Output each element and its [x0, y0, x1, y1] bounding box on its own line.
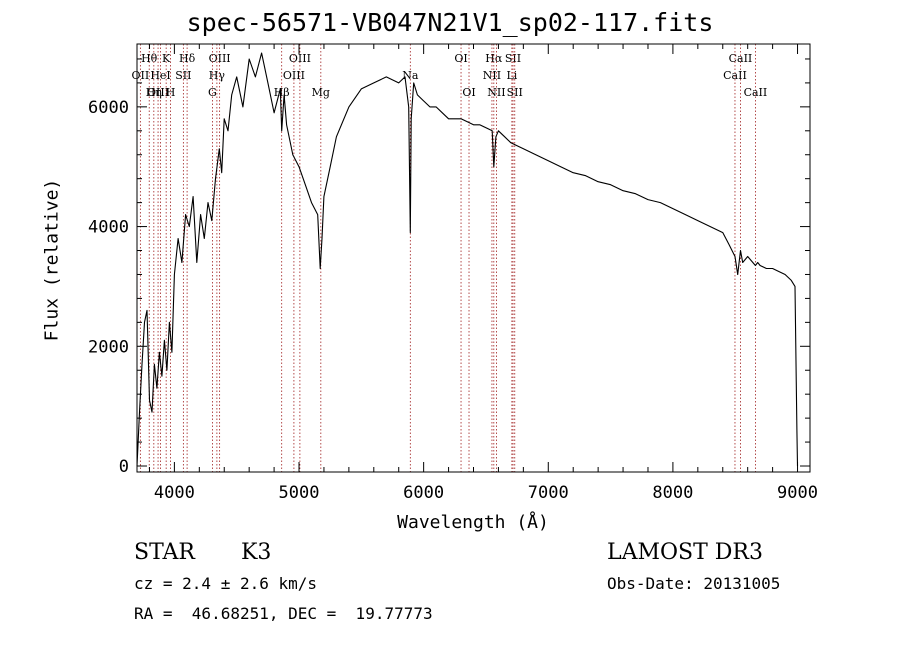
x-axis-label: Wavelength (Å) [397, 512, 549, 533]
x-tick-label: 4000 [154, 483, 195, 503]
y-tick-label: 4000 [88, 218, 129, 238]
coords-text: RA = 46.68251, DEC = 19.77773 [134, 604, 433, 623]
line-label: OI [462, 86, 475, 99]
line-label: G [208, 86, 217, 99]
line-label: H [166, 86, 176, 99]
line-label: K [162, 52, 171, 65]
line-label: Na [402, 69, 419, 82]
line-label: SII [175, 69, 191, 82]
object-class: STAR [134, 540, 195, 565]
line-label: OII [132, 69, 150, 82]
line-label: SII [505, 52, 521, 65]
line-label: Hη [146, 86, 162, 99]
line-label: CaII [744, 86, 768, 99]
chart-title: spec-56571-VB047N21V1_sp02-117.fits [186, 8, 714, 37]
line-label: NII [483, 69, 501, 82]
line-label: CaII [729, 52, 753, 65]
line-label: Hα [485, 52, 503, 65]
obs-date-text: Obs-Date: 20131005 [607, 574, 781, 593]
x-tick-label: 9000 [777, 483, 818, 503]
line-label: Hγ [209, 69, 226, 82]
x-tick-label: 5000 [279, 483, 320, 503]
line-label: OIII [289, 52, 311, 65]
y-tick-label: 0 [119, 457, 129, 477]
line-label: HeI [150, 69, 170, 82]
plot-frame [136, 43, 811, 473]
line-label: Hθ [141, 52, 158, 65]
line-label: OIII [283, 69, 305, 82]
line-label: NII [487, 86, 505, 99]
line-label: Hδ [179, 52, 196, 65]
y-tick-label: 6000 [88, 98, 129, 118]
line-label: SII [507, 86, 523, 99]
redshift-text: cz = 2.4 ± 2.6 km/s [134, 574, 318, 593]
y-tick-label: 2000 [88, 337, 129, 357]
line-label: OIII [209, 52, 231, 65]
survey-name: LAMOST DR3 [607, 540, 763, 565]
line-label: Mg [312, 86, 330, 99]
spectrum-line [136, 52, 799, 467]
x-tick-label: 8000 [652, 483, 693, 503]
line-label: Li [506, 69, 517, 82]
line-label: OIII [147, 86, 169, 99]
line-label: CaII [723, 69, 747, 82]
y-axis-label: Flux (relative) [41, 178, 63, 342]
line-label: OI [454, 52, 467, 65]
object-subclass: K3 [241, 540, 272, 565]
line-label: Hβ [274, 86, 290, 99]
x-tick-label: 7000 [528, 483, 569, 503]
x-tick-label: 6000 [403, 483, 444, 503]
